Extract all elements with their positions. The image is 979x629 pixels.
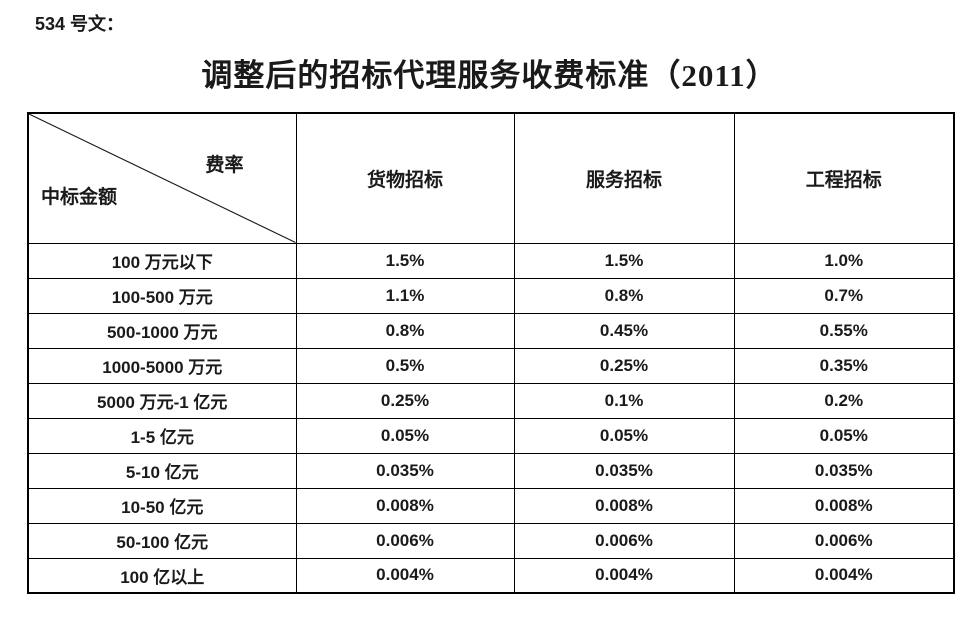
table-row: 100 亿以上 0.004% 0.004% 0.004% [27, 557, 955, 594]
rate-value-cell: 0.45% [513, 312, 735, 349]
row-label-amount-range: 5-10 亿元 [27, 452, 297, 489]
table-row: 1-5 亿元 0.05% 0.05% 0.05% [27, 417, 955, 454]
rate-value-cell: 1.1% [295, 277, 515, 314]
diagonal-line [29, 114, 296, 243]
doc-reference: 534 号文： [35, 14, 125, 34]
corner-rate-label: 费率 [205, 155, 244, 176]
rate-value-cell: 1.0% [733, 242, 955, 279]
page-title: 调整后的招标代理服务收费标准（2011） [201, 58, 778, 93]
table-row: 100 万元以下 1.5% 1.5% 1.0% [27, 242, 955, 279]
table-body: 100 万元以下 1.5% 1.5% 1.0% 100-500 万元 1.1% 0.8% 0.… [27, 242, 955, 594]
row-label-amount-range: 100 亿以上 [27, 557, 297, 594]
rate-value-cell: 0.004% [733, 557, 955, 594]
rate-value-cell: 1.5% [513, 242, 735, 279]
rate-value-cell: 0.008% [513, 487, 735, 524]
row-label-amount-range: 500-1000 万元 [27, 312, 297, 349]
row-label-amount-range: 1000-5000 万元 [27, 347, 297, 384]
row-label-amount-range: 50-100 亿元 [27, 522, 297, 559]
rate-value-cell: 0.004% [513, 557, 735, 594]
table-row: 100-500 万元 1.1% 0.8% 0.7% [27, 277, 955, 314]
rate-value-cell: 0.35% [733, 347, 955, 384]
row-label-amount-range: 5000 万元-1 亿元 [27, 382, 297, 419]
table-row: 10-50 亿元 0.008% 0.008% 0.008% [27, 487, 955, 524]
corner-amount-label: 中标金额 [41, 186, 118, 208]
column-header-goods-bidding: 货物招标 [295, 112, 515, 244]
column-header-engineering-bidding: 工程招标 [733, 112, 955, 244]
rate-value-cell: 0.2% [733, 382, 955, 419]
diagonal-header-cell: 费率 中标金额 [27, 112, 297, 244]
rate-value-cell: 0.006% [733, 522, 955, 559]
row-label-amount-range: 1-5 亿元 [27, 417, 297, 454]
table-row: 5-10 亿元 0.035% 0.035% 0.035% [27, 452, 955, 489]
row-label-amount-range: 100-500 万元 [27, 277, 297, 314]
table-row: 50-100 亿元 0.006% 0.006% 0.006% [27, 522, 955, 559]
table-header-row: 费率 中标金额 货物招标 服务招标 工程招标 [27, 112, 955, 244]
rate-value-cell: 0.006% [513, 522, 735, 559]
rate-value-cell: 0.035% [295, 452, 515, 489]
rate-value-cell: 0.035% [733, 452, 955, 489]
rate-value-cell: 1.5% [295, 242, 515, 279]
table-row: 500-1000 万元 0.8% 0.45% 0.55% [27, 312, 955, 349]
rate-value-cell: 0.25% [295, 382, 515, 419]
rate-value-cell: 0.05% [513, 417, 735, 454]
rate-value-cell: 0.55% [733, 312, 955, 349]
row-label-amount-range: 100 万元以下 [27, 242, 297, 279]
rate-value-cell: 0.8% [513, 277, 735, 314]
rate-value-cell: 0.035% [513, 452, 735, 489]
rate-value-cell: 0.7% [733, 277, 955, 314]
rate-value-cell: 0.004% [295, 557, 515, 594]
rate-value-cell: 0.008% [733, 487, 955, 524]
rate-value-cell: 0.05% [733, 417, 955, 454]
rate-value-cell: 0.008% [295, 487, 515, 524]
rate-value-cell: 0.5% [295, 347, 515, 384]
rate-value-cell: 0.8% [295, 312, 515, 349]
table-row: 5000 万元-1 亿元 0.25% 0.1% 0.2% [27, 382, 955, 419]
rate-value-cell: 0.006% [295, 522, 515, 559]
row-label-amount-range: 10-50 亿元 [27, 487, 297, 524]
table-row: 1000-5000 万元 0.5% 0.25% 0.35% [27, 347, 955, 384]
column-header-service-bidding: 服务招标 [513, 112, 735, 244]
rate-value-cell: 0.1% [513, 382, 735, 419]
rate-value-cell: 0.05% [295, 417, 515, 454]
rate-value-cell: 0.25% [513, 347, 735, 384]
fee-rate-table: 费率 中标金额 货物招标 服务招标 工程招标 100 万元以下 1.5% 1.5% 1… [27, 112, 955, 594]
